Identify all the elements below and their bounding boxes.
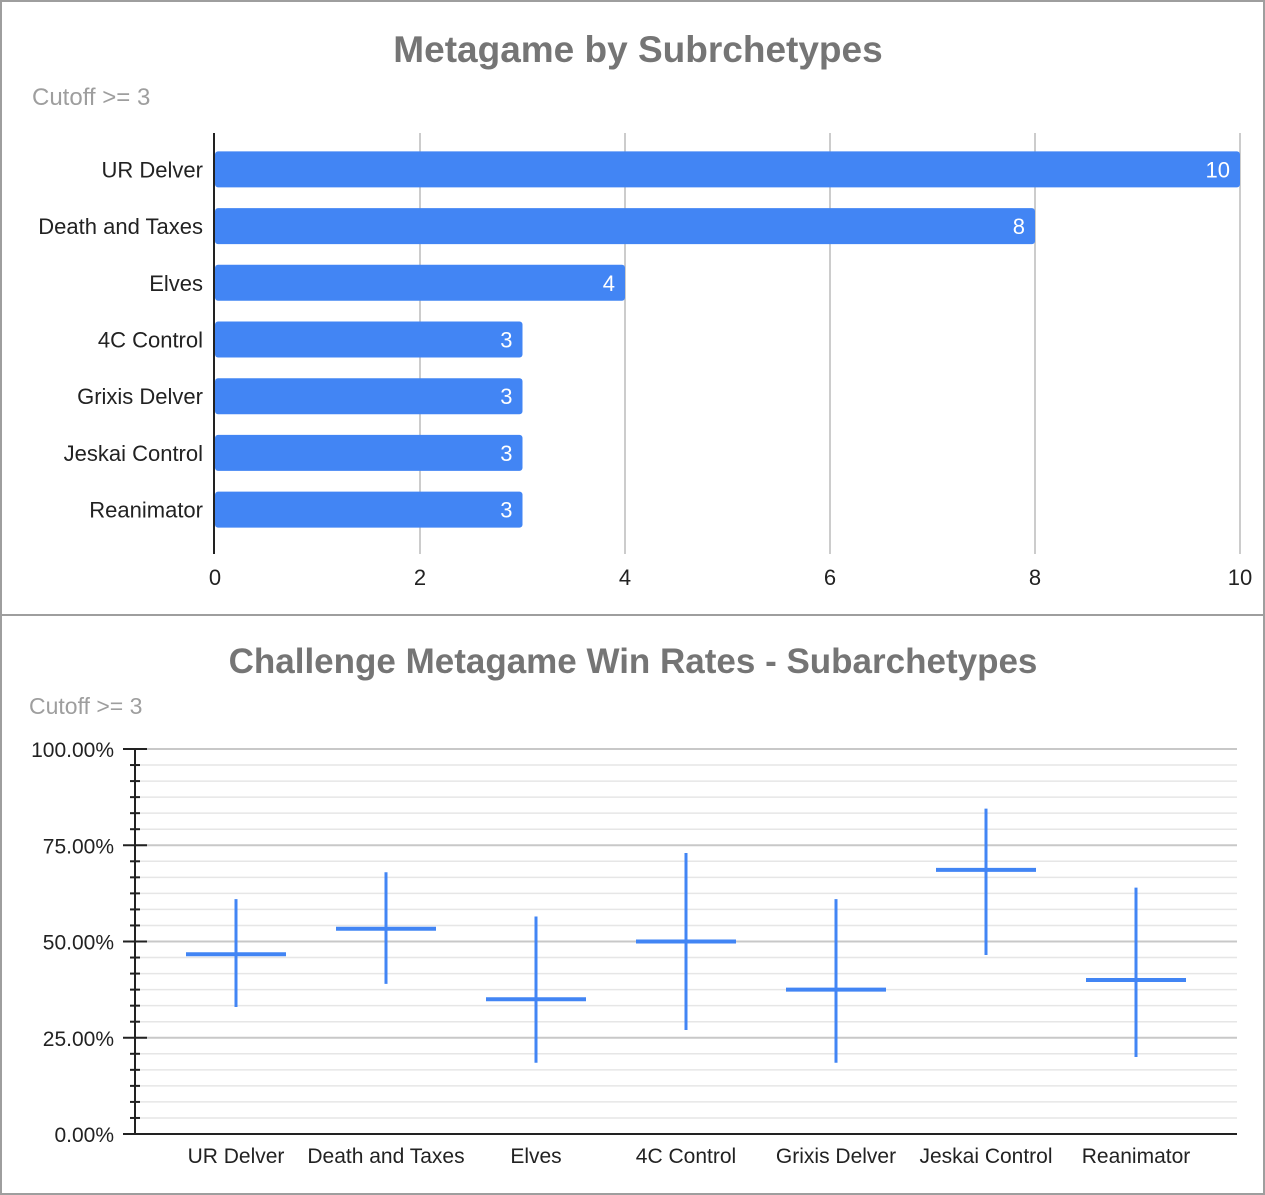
y-tick-label: 100.00%	[31, 739, 114, 762]
x-tick-label: 10	[1228, 565, 1252, 590]
x-tick-label: 8	[1029, 565, 1041, 590]
bar-chart: Metagame by Subrchetypes Cutoff >= 3 10 8…	[32, 29, 1252, 590]
category-label: UR Delver	[102, 157, 203, 182]
bar	[215, 434, 523, 471]
bar-data-label: 3	[500, 328, 512, 353]
bar	[215, 208, 1035, 245]
category-label: Elves	[149, 271, 203, 296]
bar-data-label: 3	[500, 498, 512, 523]
x-tick-label: 2	[414, 565, 426, 590]
category-label: Grixis Delver	[77, 384, 203, 409]
category-label: Grixis Delver	[776, 1145, 896, 1168]
x-tick-label: 6	[824, 565, 836, 590]
bar	[215, 151, 1240, 188]
chart-title: Metagame by Subrchetypes	[393, 29, 882, 70]
category-label: Reanimator	[89, 498, 203, 523]
category-label: Jeskai Control	[64, 441, 203, 466]
bar	[215, 491, 523, 528]
category-label: UR Delver	[188, 1145, 285, 1168]
category-label: 4C Control	[98, 328, 203, 353]
y-tick-label: 25.00%	[43, 1028, 114, 1051]
bar-data-label: 3	[500, 384, 512, 409]
category-label: 4C Control	[636, 1145, 736, 1168]
bar-data-label: 3	[500, 441, 512, 466]
bar-data-label: 10	[1206, 157, 1230, 182]
category-label: Death and Taxes	[307, 1145, 464, 1168]
bar	[215, 378, 523, 415]
category-label: Jeskai Control	[919, 1145, 1052, 1168]
x-tick-label: 0	[209, 565, 221, 590]
category-label: Death and Taxes	[38, 214, 203, 239]
bar-chart-panel: Metagame by Subrchetypes Cutoff >= 3 10 8…	[0, 0, 1265, 616]
bar-data-label: 4	[603, 271, 615, 296]
y-tick-label: 50.00%	[43, 932, 114, 955]
category-label: Reanimator	[1082, 1145, 1191, 1168]
bar	[215, 321, 523, 358]
chart-subtitle: Cutoff >= 3	[29, 693, 142, 719]
win-rate-chart-panel: Challenge Metagame Win Rates - Subarchet…	[0, 614, 1265, 1195]
chart-title: Challenge Metagame Win Rates - Subarchet…	[229, 642, 1038, 681]
bar-data-label: 8	[1013, 214, 1025, 239]
x-tick-label: 4	[619, 565, 631, 590]
y-tick-label: 75.00%	[43, 835, 114, 858]
category-label: Elves	[510, 1145, 561, 1168]
win-rate-chart: Challenge Metagame Win Rates - Subarchet…	[29, 642, 1237, 1168]
y-tick-label: 0.00%	[54, 1124, 114, 1147]
chart-subtitle: Cutoff >= 3	[32, 84, 150, 111]
bar	[215, 264, 625, 301]
